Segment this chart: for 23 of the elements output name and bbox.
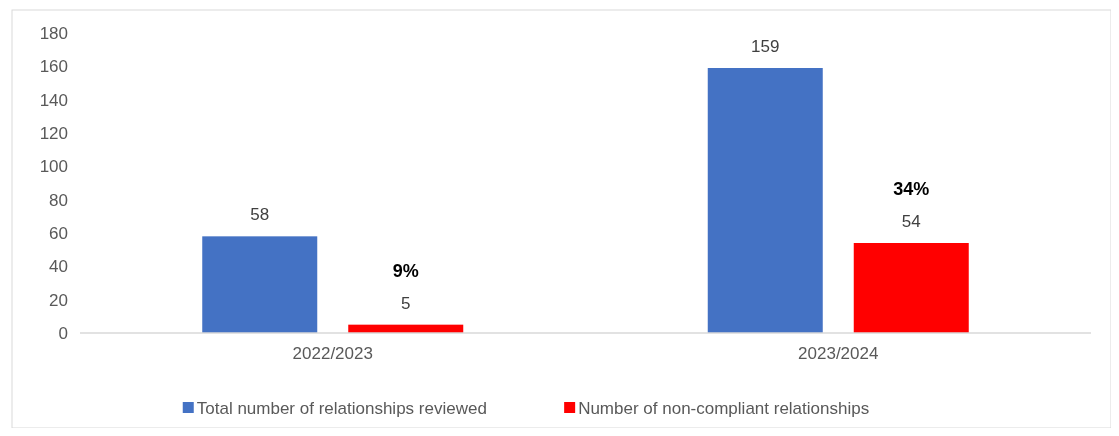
data-label: 58 — [250, 205, 270, 225]
bar — [202, 236, 318, 333]
y-tick-label: 180 — [39, 23, 68, 43]
y-tick-label: 20 — [49, 290, 68, 310]
x-tick-label: 2023/2024 — [798, 344, 879, 363]
annotation: 9% — [392, 260, 419, 281]
data-label: 5 — [401, 293, 411, 313]
y-tick-label: 120 — [39, 123, 68, 143]
annotation: 34% — [893, 179, 930, 199]
y-tick-label: 140 — [39, 90, 68, 110]
y-tick-label: 160 — [39, 57, 68, 77]
y-tick-label: 60 — [49, 223, 68, 243]
data-label: 54 — [901, 212, 921, 231]
y-tick-label: 100 — [39, 157, 68, 177]
data-label: 159 — [751, 37, 780, 56]
x-tick-label: 2022/2023 — [292, 344, 373, 363]
legend-label: Number of non-compliant relationships — [578, 398, 870, 418]
bar — [853, 243, 969, 333]
y-tick-label: 40 — [49, 257, 68, 277]
bar — [707, 68, 823, 333]
y-tick-label: 80 — [49, 190, 68, 210]
y-tick-label: 0 — [58, 323, 68, 343]
legend-label: Total number of relationships reviewed — [196, 398, 487, 418]
